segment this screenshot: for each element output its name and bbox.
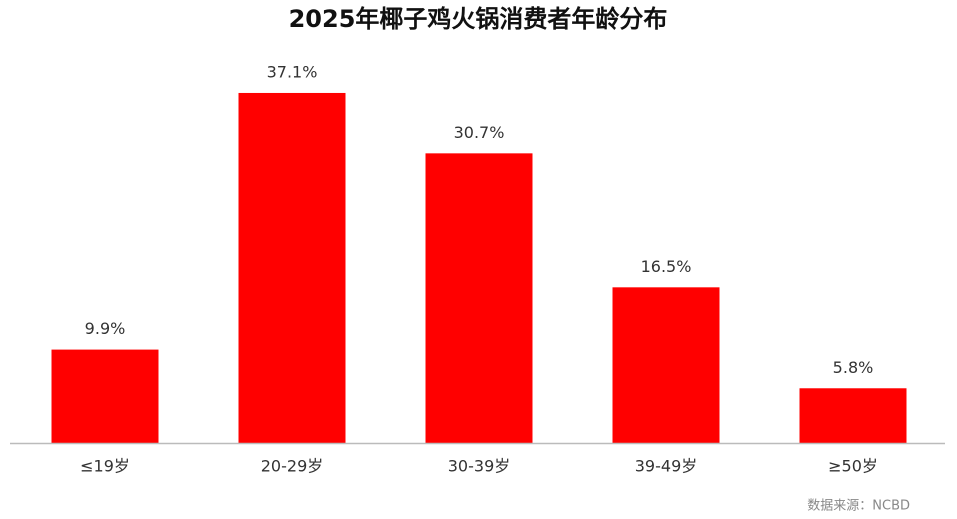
chart-title: 2025年椰子鸡火锅消费者年龄分布 [289, 5, 668, 33]
x-tick-label: 20-29岁 [261, 457, 324, 476]
x-tick-label: 30-39岁 [448, 457, 511, 476]
value-label: 16.5% [641, 257, 692, 276]
value-label: 30.7% [454, 123, 505, 142]
value-label: 9.9% [85, 319, 126, 338]
x-tick-label: ≥50岁 [828, 457, 878, 476]
bar [238, 92, 346, 444]
source-note: 数据来源：NCBD [807, 499, 910, 514]
x-tick-label: ≤19岁 [80, 457, 130, 476]
bar [612, 287, 720, 443]
value-label: 5.8% [833, 358, 874, 377]
bar [51, 349, 159, 443]
bar [799, 388, 907, 443]
bar [425, 153, 533, 443]
value-label: 37.1% [267, 62, 318, 81]
x-tick-label: 39-49岁 [635, 457, 698, 476]
